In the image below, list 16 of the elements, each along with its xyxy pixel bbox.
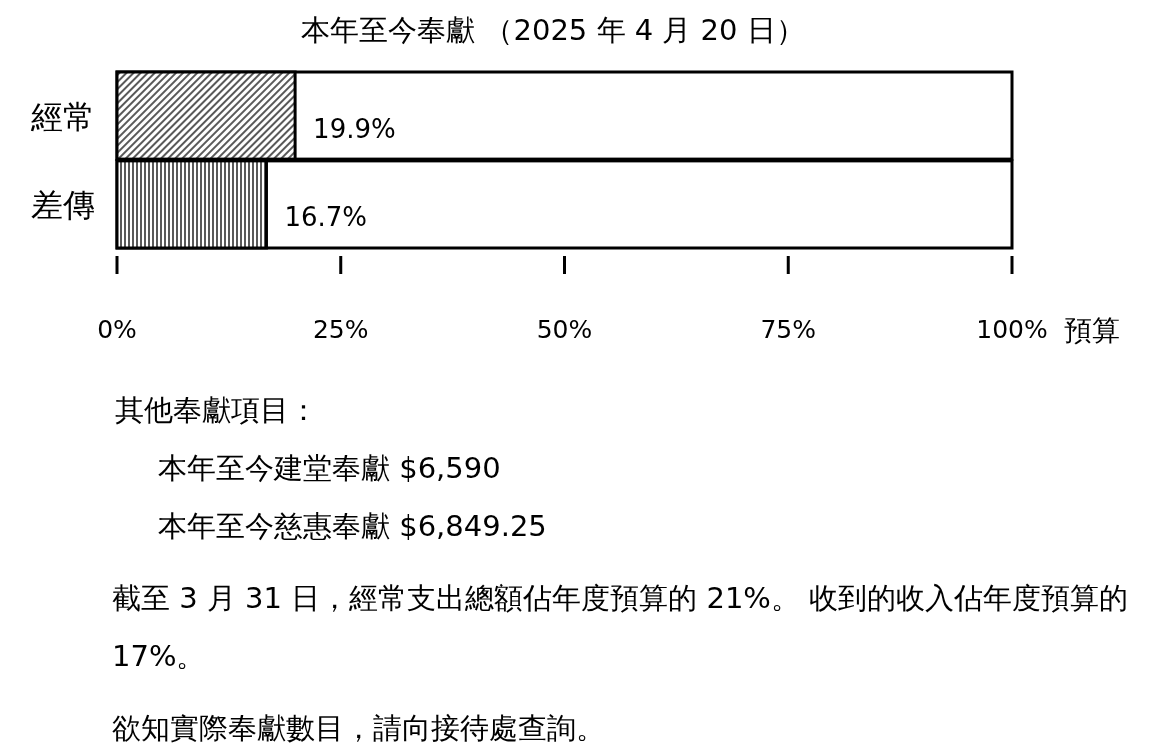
data-label: 16.7%: [284, 202, 368, 233]
text: 本年至今建堂奉獻 $6,590: [158, 451, 501, 485]
x-tick-label: 0%: [97, 315, 137, 344]
text: 欲知實際奉獻數目，請向接待處查詢。: [112, 711, 605, 745]
x-tick-label: 50%: [536, 315, 593, 344]
x-tick-label: 75%: [760, 315, 817, 344]
data-label: 19.9%: [313, 113, 396, 144]
text: 截至 3 月 31 日，經常支出總額佔年度預算的 21%。 收到的收入佔年度預算的 17%。: [112, 581, 1129, 673]
text: 其他奉獻項目：: [115, 393, 318, 427]
chart-title: 本年至今奉獻 （2025 年 4 月 20 日）: [301, 13, 805, 47]
text: 本年至今慈惠奉獻 $6,849.25: [158, 509, 547, 543]
x-tick-label: 25%: [312, 315, 369, 344]
x-axis-title: 預算: [1064, 314, 1120, 347]
y-tick-label: 經常: [30, 97, 95, 136]
x-tick-label: 100%: [976, 315, 1048, 344]
y-tick-label: 差傳: [31, 186, 95, 225]
